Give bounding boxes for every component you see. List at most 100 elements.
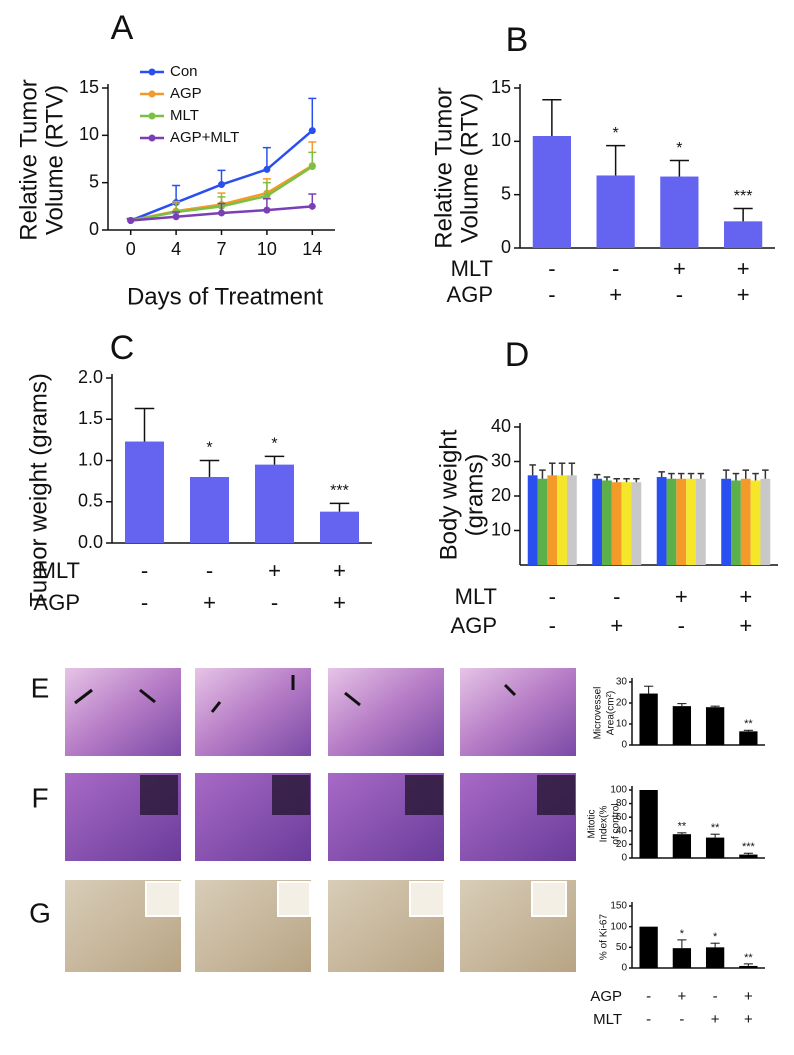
bar <box>639 790 658 858</box>
y-axis-label: Relative Tumor <box>430 87 457 248</box>
condition-sign: + <box>333 590 346 615</box>
bar <box>547 475 558 565</box>
legend-label: Con <box>170 63 198 80</box>
x-tick-label: 4 <box>171 239 181 259</box>
condition-name: AGP <box>34 590 80 615</box>
legend-label: MLT <box>170 107 199 124</box>
condition-sign: - <box>549 613 556 638</box>
condition-name: MLT <box>455 584 497 609</box>
bar <box>656 477 667 565</box>
y-axis-label: Index(% <box>599 806 610 843</box>
inset <box>272 775 310 815</box>
bar <box>255 464 294 543</box>
bar <box>724 221 763 248</box>
condition-name: MLT <box>451 256 493 281</box>
significance: *** <box>742 841 756 853</box>
y-tick-label: 20 <box>616 698 628 709</box>
marker <box>308 202 316 210</box>
panel-label: E <box>31 672 50 703</box>
bar <box>672 948 692 968</box>
y-tick-label: 0 <box>89 219 99 239</box>
significance: ** <box>711 822 720 834</box>
marker <box>172 213 180 221</box>
y-tick-label: 10 <box>79 124 99 144</box>
bar <box>639 693 658 745</box>
bar <box>621 482 632 565</box>
bar <box>320 511 359 543</box>
y-axis-label: % of Ki-67 <box>599 913 610 960</box>
significance: *** <box>330 483 349 500</box>
bar <box>666 478 677 565</box>
condition-name: MLT <box>593 1011 622 1028</box>
bar <box>125 441 164 543</box>
y-axis-label: (grams) <box>461 454 488 537</box>
x-tick-label: 10 <box>257 239 277 259</box>
y-tick-label: 0 <box>621 740 627 751</box>
insets <box>140 775 575 815</box>
condition-sign: + <box>675 584 688 609</box>
condition-sign: + <box>268 558 281 583</box>
significance: * <box>676 140 682 157</box>
y-tick-label: 0 <box>501 237 511 257</box>
y-tick-label: 30 <box>491 450 511 470</box>
panel-label: G <box>29 897 51 928</box>
y-tick-label: 30 <box>616 677 628 688</box>
condition-sign: + <box>744 1011 753 1028</box>
condition-sign: + <box>333 558 346 583</box>
y-tick-label: 10 <box>491 519 511 539</box>
bar <box>631 482 642 565</box>
arrows <box>74 675 517 713</box>
bar <box>695 478 706 565</box>
condition-sign: - <box>206 558 213 583</box>
condition-sign: + <box>739 613 752 638</box>
bar <box>557 475 567 565</box>
condition-sign: - <box>612 256 619 281</box>
bar <box>190 477 229 543</box>
x-axis-label: Days of Treatment <box>127 283 323 310</box>
bar <box>739 854 758 858</box>
condition-sign: - <box>549 584 556 609</box>
y-tick-label: 0.5 <box>78 491 103 511</box>
condition-sign: - <box>271 590 278 615</box>
condition-sign: - <box>613 584 620 609</box>
image-e3 <box>328 668 444 756</box>
bar <box>596 175 635 248</box>
panel-label: B <box>506 21 529 59</box>
bar <box>721 478 732 565</box>
y-tick-label: 1.0 <box>78 449 103 469</box>
y-tick-label: 50 <box>616 942 628 953</box>
y-tick-label: 2.0 <box>78 367 103 387</box>
arrow <box>139 688 156 704</box>
panel-label: D <box>505 336 530 374</box>
inset <box>409 881 445 917</box>
panel-label: F <box>31 782 48 813</box>
arrow <box>503 683 517 697</box>
y-tick-label: 1.5 <box>78 408 103 428</box>
insets-g <box>145 881 567 917</box>
significance: * <box>206 440 212 457</box>
condition-sign: - <box>548 282 555 307</box>
y-tick-label: 100 <box>610 785 627 796</box>
bar <box>705 707 725 745</box>
y-axis-label: Mitotic <box>587 810 598 839</box>
panel-label: C <box>110 329 135 367</box>
bar <box>602 480 612 565</box>
significance: ** <box>744 952 753 964</box>
condition-sign: - <box>646 1011 651 1028</box>
condition-sign: - <box>141 558 148 583</box>
y-axis-label: Microvessel <box>593 687 604 740</box>
bar <box>686 478 696 565</box>
y-axis-label: Tumor weight (grams) <box>25 373 52 607</box>
condition-sign: + <box>673 256 686 281</box>
condition-name: AGP <box>447 282 493 307</box>
arrow <box>344 691 361 707</box>
y-tick-label: 10 <box>491 130 511 150</box>
marker <box>308 163 316 171</box>
condition-sign: + <box>739 584 752 609</box>
legend-label: AGP+MLT <box>170 129 239 146</box>
arrow <box>74 688 93 705</box>
y-tick-label: 40 <box>616 825 628 836</box>
legend-label: AGP <box>170 85 202 102</box>
x-tick-label: 7 <box>216 239 226 259</box>
